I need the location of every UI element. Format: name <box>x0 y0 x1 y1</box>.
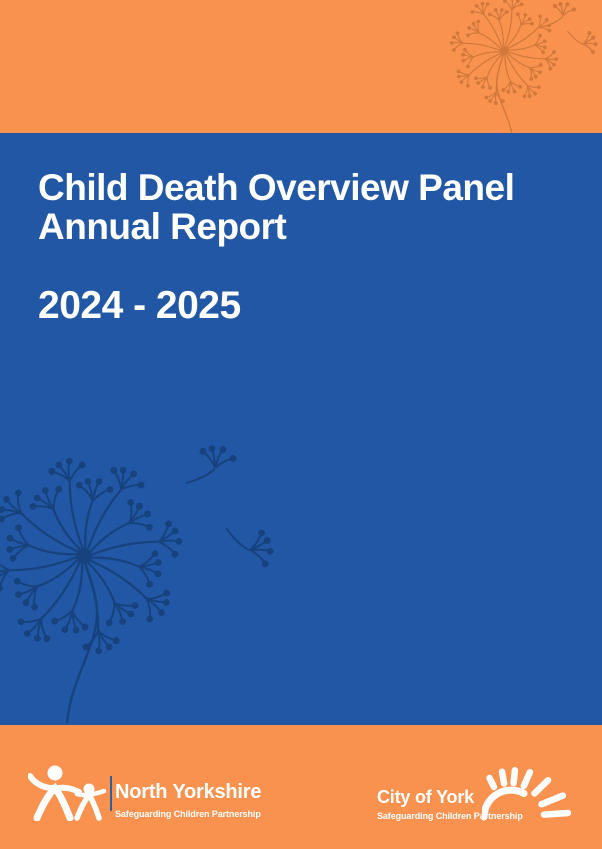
page-title-line1: Child Death Overview Panel <box>38 167 515 208</box>
cover-body: Child Death Overview Panel Annual Report… <box>0 133 602 725</box>
city-of-york-logo-name: City of York <box>377 787 474 807</box>
sun-icon <box>482 755 574 821</box>
logo-divider <box>110 776 112 811</box>
report-period: 2024 - 2025 <box>38 284 241 327</box>
dandelion-illustration <box>417 0 602 133</box>
city-of-york-logo-tagline: Safeguarding Children Partnership <box>377 811 523 821</box>
people-icon <box>28 761 110 821</box>
dandelion-illustration <box>0 423 295 725</box>
header-band <box>0 0 602 133</box>
page-title: Child Death Overview Panel Annual Report <box>38 167 515 247</box>
page-title-line2: Annual Report <box>38 206 287 247</box>
footer-band: North Yorkshire Safeguarding Children Pa… <box>0 725 602 849</box>
north-yorkshire-logo-tagline: Safeguarding Children Partnership <box>115 809 261 819</box>
north-yorkshire-logo-name: North Yorkshire <box>115 781 262 803</box>
